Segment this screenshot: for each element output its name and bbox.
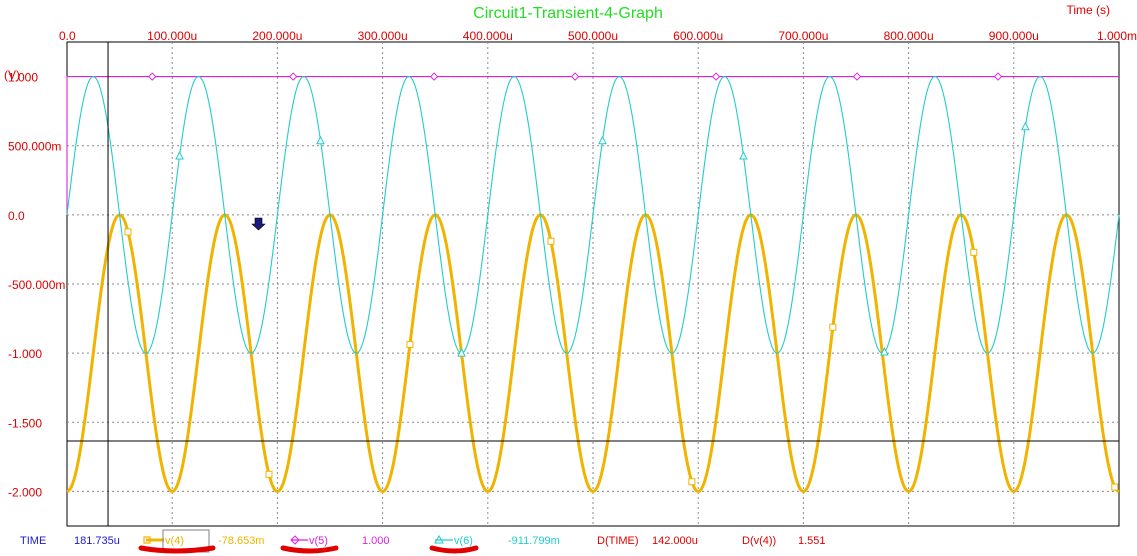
x-tick-label: 900.000u [989, 29, 1039, 43]
v5-marker [288, 72, 298, 81]
series-line-v6 [66, 76, 1120, 354]
v6-highlight-underline [429, 545, 479, 554]
y-tick-label: -500.000m [8, 278, 65, 292]
v4-marker [970, 248, 978, 256]
x-tick-label: 700.000u [778, 29, 828, 43]
status-time-value: 181.735u [74, 535, 120, 547]
series-group [66, 76, 1120, 493]
series-markers [124, 72, 1119, 491]
legend-v6-label: v(6) [454, 535, 473, 547]
v5-marker [711, 72, 721, 81]
measurement-cursor[interactable] [67, 42, 1119, 526]
legend-v4-square-marker-icon [143, 536, 151, 544]
y-tick-label: -1.000 [8, 347, 42, 361]
y-axis-unit-label: (V) [4, 68, 20, 82]
y-tick-labels: 1.000 500.000m 0.0 -500.000m -1.000 -1.500 -2.… [8, 71, 65, 500]
grid-lines [67, 42, 1119, 526]
v5-marker [148, 72, 157, 81]
v5-marker [993, 72, 1003, 81]
series-line-v5 [66, 76, 1119, 215]
x-tick-label: 300.000u [358, 29, 408, 43]
x-tick-label: 500.000u [568, 29, 618, 43]
status-dtime-label: D(TIME) [597, 535, 639, 547]
v6-marker [457, 348, 466, 357]
legend-v6[interactable]: v(6) [434, 534, 473, 547]
x-tick-label: 800.000u [884, 29, 934, 43]
v5-marker [852, 72, 862, 81]
status-v6-value: -911.799m [508, 535, 560, 547]
v6-marker [880, 346, 889, 356]
y-tick-label: -2.000 [8, 485, 42, 499]
x-tick-labels: 0.0 100.000u 200.000u 300.000u 400.000u 500.0… [59, 29, 1137, 43]
x-axis-unit-label: Time (s) [1066, 3, 1110, 17]
v5-marker [570, 72, 580, 81]
v4-marker [829, 323, 837, 331]
v4-marker [1111, 483, 1119, 491]
v6-marker [598, 135, 607, 145]
v4-marker [265, 470, 273, 478]
legend-v6-triangle-marker-icon [434, 534, 444, 544]
v4-marker [124, 228, 132, 236]
x-tick-label: 100.000u [147, 29, 197, 43]
v4-marker [688, 478, 696, 486]
x-tick-label: 0.0 [59, 29, 76, 43]
series-line-v4 [66, 213, 1120, 493]
y-tick-label: 1.000 [8, 71, 38, 85]
x-tick-label: 600.000u [673, 29, 723, 43]
y-tick-label: 0.0 [8, 209, 25, 223]
legend-v5-label: v(5) [309, 535, 328, 547]
status-v4-value: -78.653m [218, 535, 264, 547]
v6-marker [175, 150, 184, 160]
probe-arrow-icon [251, 217, 266, 231]
graph-title: Circuit1-Transient-4-Graph [473, 5, 663, 22]
legend-v5[interactable]: v(5) [290, 535, 328, 547]
v5-marker [429, 72, 439, 81]
legend-v5-diamond-marker-icon [290, 535, 300, 545]
x-tick-label: 200.000u [252, 29, 302, 43]
v6-marker [1021, 121, 1030, 131]
v6-marker [739, 150, 748, 160]
y-tick-label: -1.500 [8, 416, 42, 430]
status-bar: TIME 181.735u v(4) -78.653m v(5) 1.000 v… [20, 529, 826, 554]
y-tick-label: 500.000m [8, 140, 61, 154]
status-dv4-value: 1.551 [798, 535, 826, 547]
v6-marker [316, 135, 325, 145]
v4-marker [406, 340, 414, 348]
v4-marker [547, 237, 555, 245]
status-dv4-label: D(v(4)) [742, 535, 776, 547]
x-tick-label: 1.000m [1097, 29, 1137, 43]
x-tick-label: 400.000u [463, 29, 513, 43]
legend-v4-label: v(4) [165, 535, 184, 547]
v4-highlight-underline [138, 545, 216, 554]
v5-highlight-underline [280, 545, 339, 554]
status-v5-value: 1.000 [362, 535, 390, 547]
status-dtime-value: 142.000u [652, 535, 698, 547]
status-time-label: TIME [20, 535, 46, 547]
